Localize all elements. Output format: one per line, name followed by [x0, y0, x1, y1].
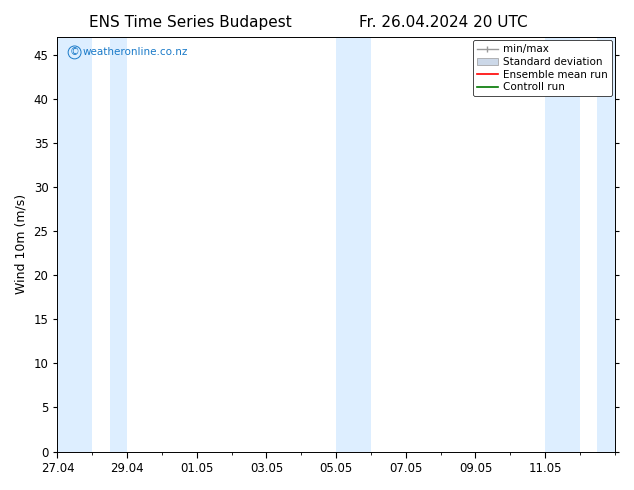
- Text: weatheronline.co.nz: weatheronline.co.nz: [82, 48, 188, 57]
- Text: ENS Time Series Budapest: ENS Time Series Budapest: [89, 15, 292, 30]
- Text: Fr. 26.04.2024 20 UTC: Fr. 26.04.2024 20 UTC: [359, 15, 528, 30]
- Text: ©: ©: [70, 48, 79, 57]
- Y-axis label: Wind 10m (m/s): Wind 10m (m/s): [15, 194, 28, 294]
- Bar: [336, 37, 371, 452]
- Bar: [545, 37, 580, 452]
- Bar: [597, 37, 622, 452]
- Bar: [110, 37, 127, 452]
- Legend: min/max, Standard deviation, Ensemble mean run, Controll run: min/max, Standard deviation, Ensemble me…: [472, 40, 612, 97]
- Bar: [58, 37, 93, 452]
